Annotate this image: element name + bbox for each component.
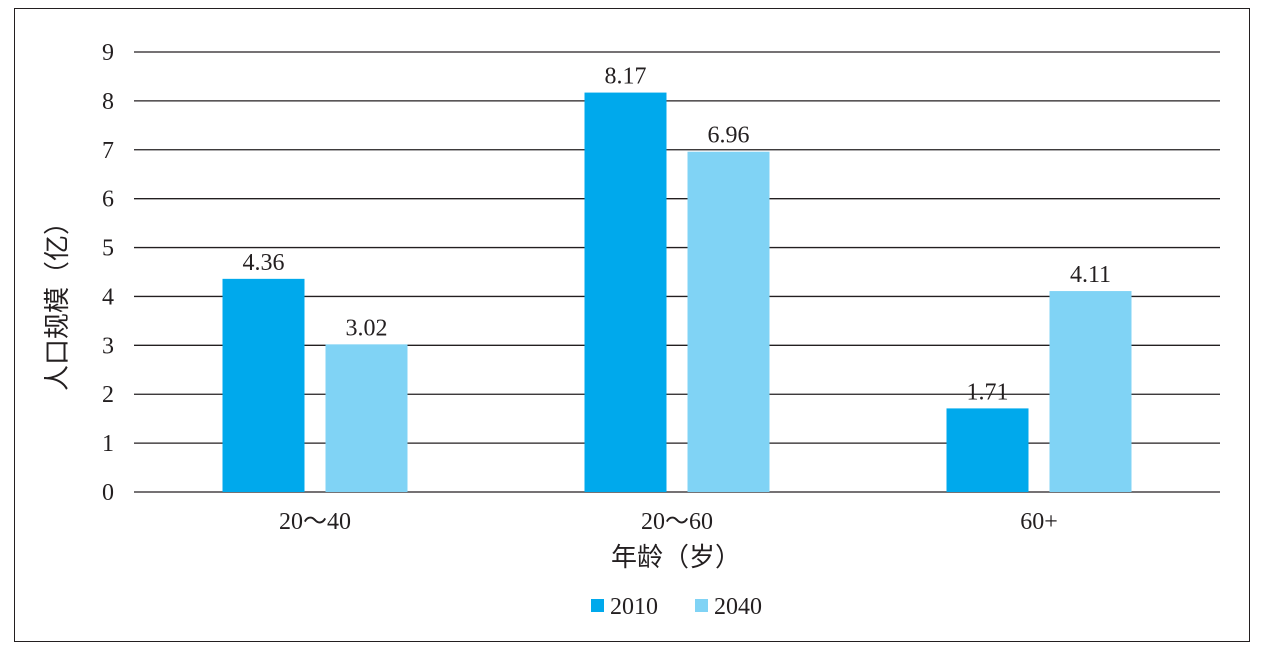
bar-2010-2 xyxy=(946,408,1029,492)
bar-2040-1 xyxy=(687,151,770,492)
y-tick-label: 4 xyxy=(102,284,114,310)
y-tick-label: 8 xyxy=(102,89,114,115)
y-tick-label: 2 xyxy=(102,382,114,408)
y-tick-label: 6 xyxy=(102,187,114,213)
x-tick-label: 20～60 xyxy=(641,509,713,535)
data-label: 3.02 xyxy=(346,315,388,341)
legend-swatch-2010 xyxy=(591,599,604,612)
bar-2010-1 xyxy=(584,92,667,493)
y-tick-label: 9 xyxy=(102,40,114,66)
y-axis-ticks: 0 1 2 3 4 5 6 7 8 9 xyxy=(102,40,114,506)
data-label: 4.11 xyxy=(1070,262,1111,288)
legend: 2010 2040 xyxy=(591,594,762,620)
data-label: 6.96 xyxy=(708,123,750,149)
x-tick-label: 60+ xyxy=(1020,509,1058,535)
legend-label-2040: 2040 xyxy=(714,594,762,620)
y-tick-label: 1 xyxy=(102,431,114,457)
gridlines xyxy=(134,51,1220,493)
y-tick-label: 5 xyxy=(102,236,114,262)
x-axis-ticks: 20～40 20～60 60+ xyxy=(279,509,1058,535)
y-tick-label: 0 xyxy=(102,480,114,506)
y-tick-label: 3 xyxy=(102,333,114,359)
y-tick-label: 7 xyxy=(102,138,114,164)
data-label: 8.17 xyxy=(605,64,647,90)
bars xyxy=(222,92,1132,493)
y-axis-title: 人口规模（亿） xyxy=(43,209,73,391)
legend-swatch-2040 xyxy=(695,599,708,612)
data-labels: 4.36 3.02 8.17 6.96 1.71 4.11 xyxy=(243,64,1112,406)
bar-2040-2 xyxy=(1049,291,1132,492)
data-label: 4.36 xyxy=(243,250,285,276)
bar-2010-0 xyxy=(222,278,305,492)
bar-2040-0 xyxy=(325,344,408,492)
legend-label-2010: 2010 xyxy=(610,594,658,620)
x-axis-title: 年龄（岁） xyxy=(611,543,741,573)
x-tick-label: 20～40 xyxy=(279,509,351,535)
data-label: 1.71 xyxy=(967,379,1009,405)
